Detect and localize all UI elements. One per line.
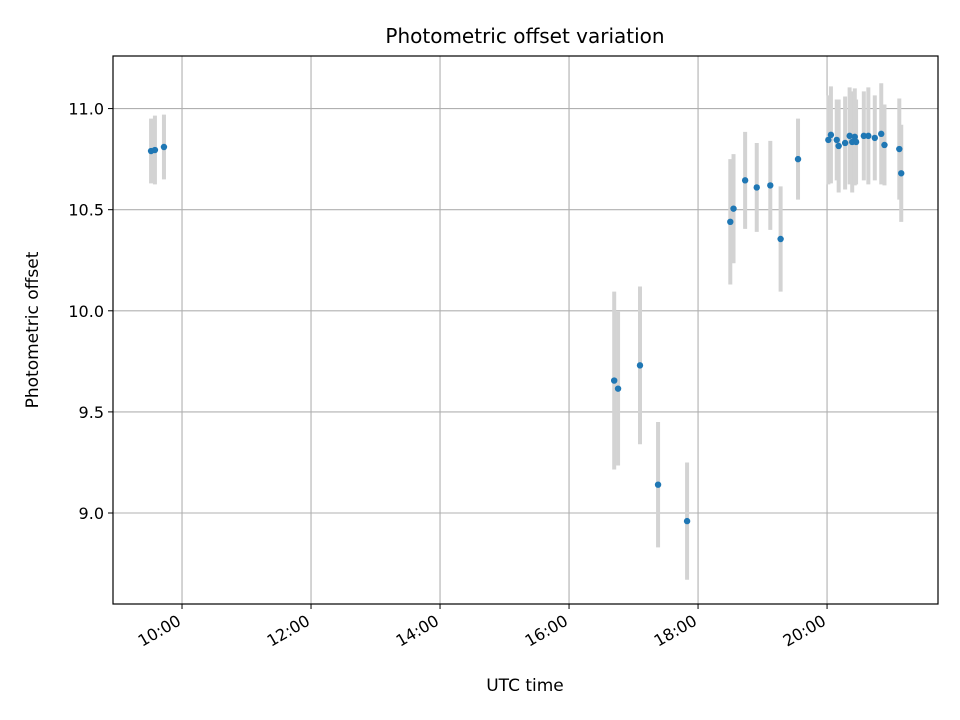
x-tick-label: 20:00 (780, 611, 829, 651)
data-point (730, 205, 737, 212)
data-point (896, 145, 903, 153)
data-point (878, 130, 885, 138)
data-point (852, 138, 860, 146)
y-tick-label: 9.0 (79, 504, 104, 523)
grid (113, 56, 938, 604)
data-point (767, 182, 774, 189)
data-point (825, 136, 832, 144)
data-points (147, 130, 905, 525)
data-point (727, 218, 734, 226)
data-point (160, 143, 168, 151)
data-point (898, 170, 905, 177)
y-tick-label: 10.5 (68, 201, 104, 220)
x-tick-label: 18:00 (651, 611, 700, 651)
data-point (654, 481, 662, 488)
y-axis-title: Photometric offset (23, 251, 43, 408)
data-point (841, 139, 849, 147)
data-point (610, 377, 618, 384)
y-tick-label: 9.5 (79, 403, 104, 422)
x-tick-label: 12:00 (264, 611, 313, 651)
data-point (851, 133, 858, 141)
data-point (865, 132, 872, 140)
data-point (860, 132, 868, 140)
x-tick-label: 14:00 (393, 611, 442, 651)
data-point (846, 132, 853, 140)
data-point (827, 131, 835, 139)
data-point (833, 136, 840, 144)
data-point (151, 146, 159, 154)
data-point (794, 155, 802, 163)
y-tick-label: 10.0 (68, 302, 104, 321)
data-point (636, 362, 644, 369)
x-tick-label: 10:00 (135, 611, 184, 651)
data-point (614, 385, 622, 392)
error-bars (149, 83, 904, 580)
x-axis-title: UTC time (486, 676, 564, 696)
data-point (683, 517, 691, 525)
data-point (741, 177, 749, 184)
data-point (835, 142, 842, 150)
y-tick-label: 11.0 (68, 100, 104, 119)
data-point (753, 184, 760, 191)
chart-title: Photometric offset variation (385, 24, 664, 48)
data-point (871, 134, 878, 142)
data-point (881, 141, 888, 149)
data-point (777, 235, 784, 243)
x-tick-label: 16:00 (522, 611, 571, 651)
plot-area (112, 55, 939, 605)
